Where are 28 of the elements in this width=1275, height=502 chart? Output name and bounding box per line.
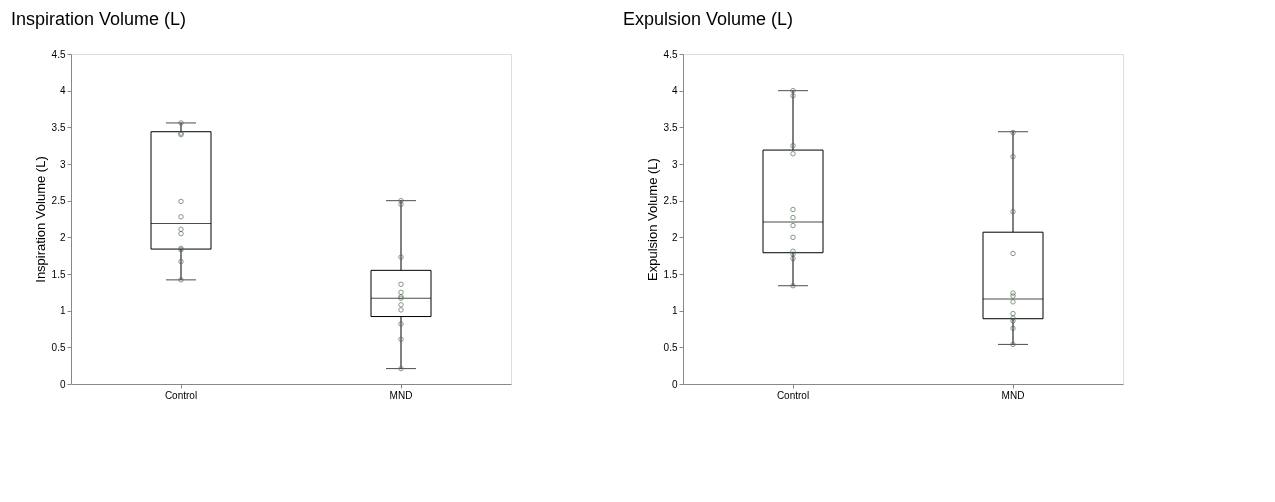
y-tick-label: 1 [59,305,66,317]
y-tick-label: 2 [671,231,678,243]
y-tick-label: 2.5 [51,195,66,207]
y-tick-label: 4.5 [51,48,66,60]
y-tick-label: 0.5 [51,341,66,353]
y-tick-label: 4.5 [663,48,678,60]
y-tick-label: 2 [59,231,66,243]
y-tick-label: 0 [59,378,66,390]
y-tick-label: 3 [59,158,66,170]
y-tick-label: 1.5 [663,268,678,280]
y-tick-label: 1 [671,305,678,317]
y-axis-title: Inspiration Volume (L) [32,156,48,283]
y-axis-title: Expulsion Volume (L) [644,158,660,281]
x-tick-label: Control [776,389,810,401]
x-tick-label: MND [389,389,413,401]
y-tick-label: 0 [671,378,678,390]
y-tick-label: 1.5 [51,268,66,280]
y-tick-label: 0.5 [663,341,678,353]
y-tick-label: 3.5 [51,121,66,133]
y-tick-label: 4 [59,85,66,97]
chart-title: Inspiration Volume (L) [11,9,187,29]
x-tick-label: Control [164,389,198,401]
x-tick-label: MND [1001,389,1025,401]
y-tick-label: 3 [671,158,678,170]
y-tick-label: 2.5 [663,195,678,207]
chart-title: Expulsion Volume (L) [623,9,794,29]
y-tick-label: 3.5 [663,121,678,133]
y-tick-label: 4 [671,85,678,97]
